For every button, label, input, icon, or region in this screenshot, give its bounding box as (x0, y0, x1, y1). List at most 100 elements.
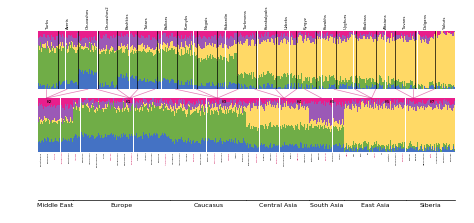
Bar (315, 32, 316, 39)
Bar (221, 87, 222, 89)
Bar (141, 31, 142, 35)
Bar (329, 98, 330, 105)
Bar (368, 79, 369, 89)
Bar (336, 31, 337, 35)
Bar (300, 103, 301, 109)
Bar (104, 102, 105, 108)
Bar (245, 112, 246, 143)
Bar (239, 31, 240, 35)
Bar (284, 101, 285, 103)
Bar (59, 31, 60, 34)
Bar (248, 125, 249, 148)
Bar (216, 40, 217, 48)
Bar (240, 74, 241, 88)
Bar (104, 31, 105, 35)
Bar (60, 98, 61, 107)
Bar (83, 108, 84, 137)
Bar (300, 32, 301, 35)
Bar (439, 104, 440, 144)
Bar (344, 109, 345, 148)
Bar (402, 148, 403, 152)
Bar (284, 38, 285, 73)
Bar (341, 43, 342, 82)
Bar (282, 43, 283, 77)
Bar (80, 44, 81, 45)
Bar (167, 103, 168, 107)
Bar (336, 121, 337, 126)
Bar (415, 36, 416, 40)
Bar (147, 31, 148, 39)
Bar (204, 105, 205, 112)
Bar (375, 31, 377, 35)
Bar (52, 123, 53, 142)
Text: Uyghurs: Uyghurs (305, 152, 306, 161)
Bar (287, 83, 288, 89)
Bar (296, 75, 297, 85)
Bar (313, 39, 314, 42)
Bar (444, 31, 445, 34)
Bar (253, 31, 254, 35)
Bar (39, 141, 40, 152)
Bar (362, 101, 363, 148)
Bar (106, 98, 107, 101)
Bar (173, 83, 175, 89)
Bar (267, 147, 268, 152)
Bar (173, 141, 174, 152)
Bar (72, 81, 73, 89)
Bar (227, 31, 228, 37)
Bar (134, 31, 135, 37)
Bar (304, 101, 305, 106)
Bar (404, 98, 405, 99)
Bar (345, 36, 346, 42)
Bar (390, 31, 391, 38)
Bar (379, 98, 380, 99)
Bar (313, 88, 314, 89)
Bar (253, 124, 254, 143)
Bar (170, 42, 172, 50)
Bar (171, 112, 172, 139)
Bar (261, 105, 262, 125)
Bar (159, 81, 160, 89)
Bar (190, 110, 191, 115)
Bar (95, 73, 96, 89)
Bar (247, 31, 249, 37)
Bar (164, 51, 165, 78)
Bar (125, 47, 126, 49)
Bar (129, 47, 131, 53)
Bar (272, 39, 273, 76)
Bar (176, 140, 177, 152)
Bar (397, 39, 398, 81)
Bar (188, 54, 189, 85)
Bar (408, 104, 409, 111)
Bar (145, 82, 146, 89)
Bar (388, 150, 389, 152)
Text: Kazakhs: Kazakhs (324, 13, 328, 29)
Bar (276, 31, 277, 36)
Bar (386, 106, 387, 145)
Bar (364, 34, 365, 36)
Bar (387, 109, 388, 146)
Bar (269, 145, 270, 152)
Bar (154, 134, 155, 152)
Bar (203, 36, 204, 48)
Bar (106, 34, 108, 45)
Bar (141, 136, 142, 152)
Bar (346, 98, 347, 103)
Bar (48, 31, 49, 35)
Bar (213, 31, 214, 37)
Bar (205, 37, 206, 42)
Bar (266, 42, 267, 74)
Bar (369, 98, 370, 100)
Bar (256, 127, 257, 146)
Bar (401, 33, 402, 36)
Bar (149, 47, 150, 50)
Bar (127, 107, 128, 133)
Bar (38, 142, 39, 152)
Bar (78, 136, 79, 152)
Bar (411, 40, 412, 81)
Bar (288, 98, 289, 102)
Bar (134, 98, 135, 100)
Bar (280, 42, 281, 79)
Bar (372, 37, 374, 39)
Bar (291, 33, 292, 37)
